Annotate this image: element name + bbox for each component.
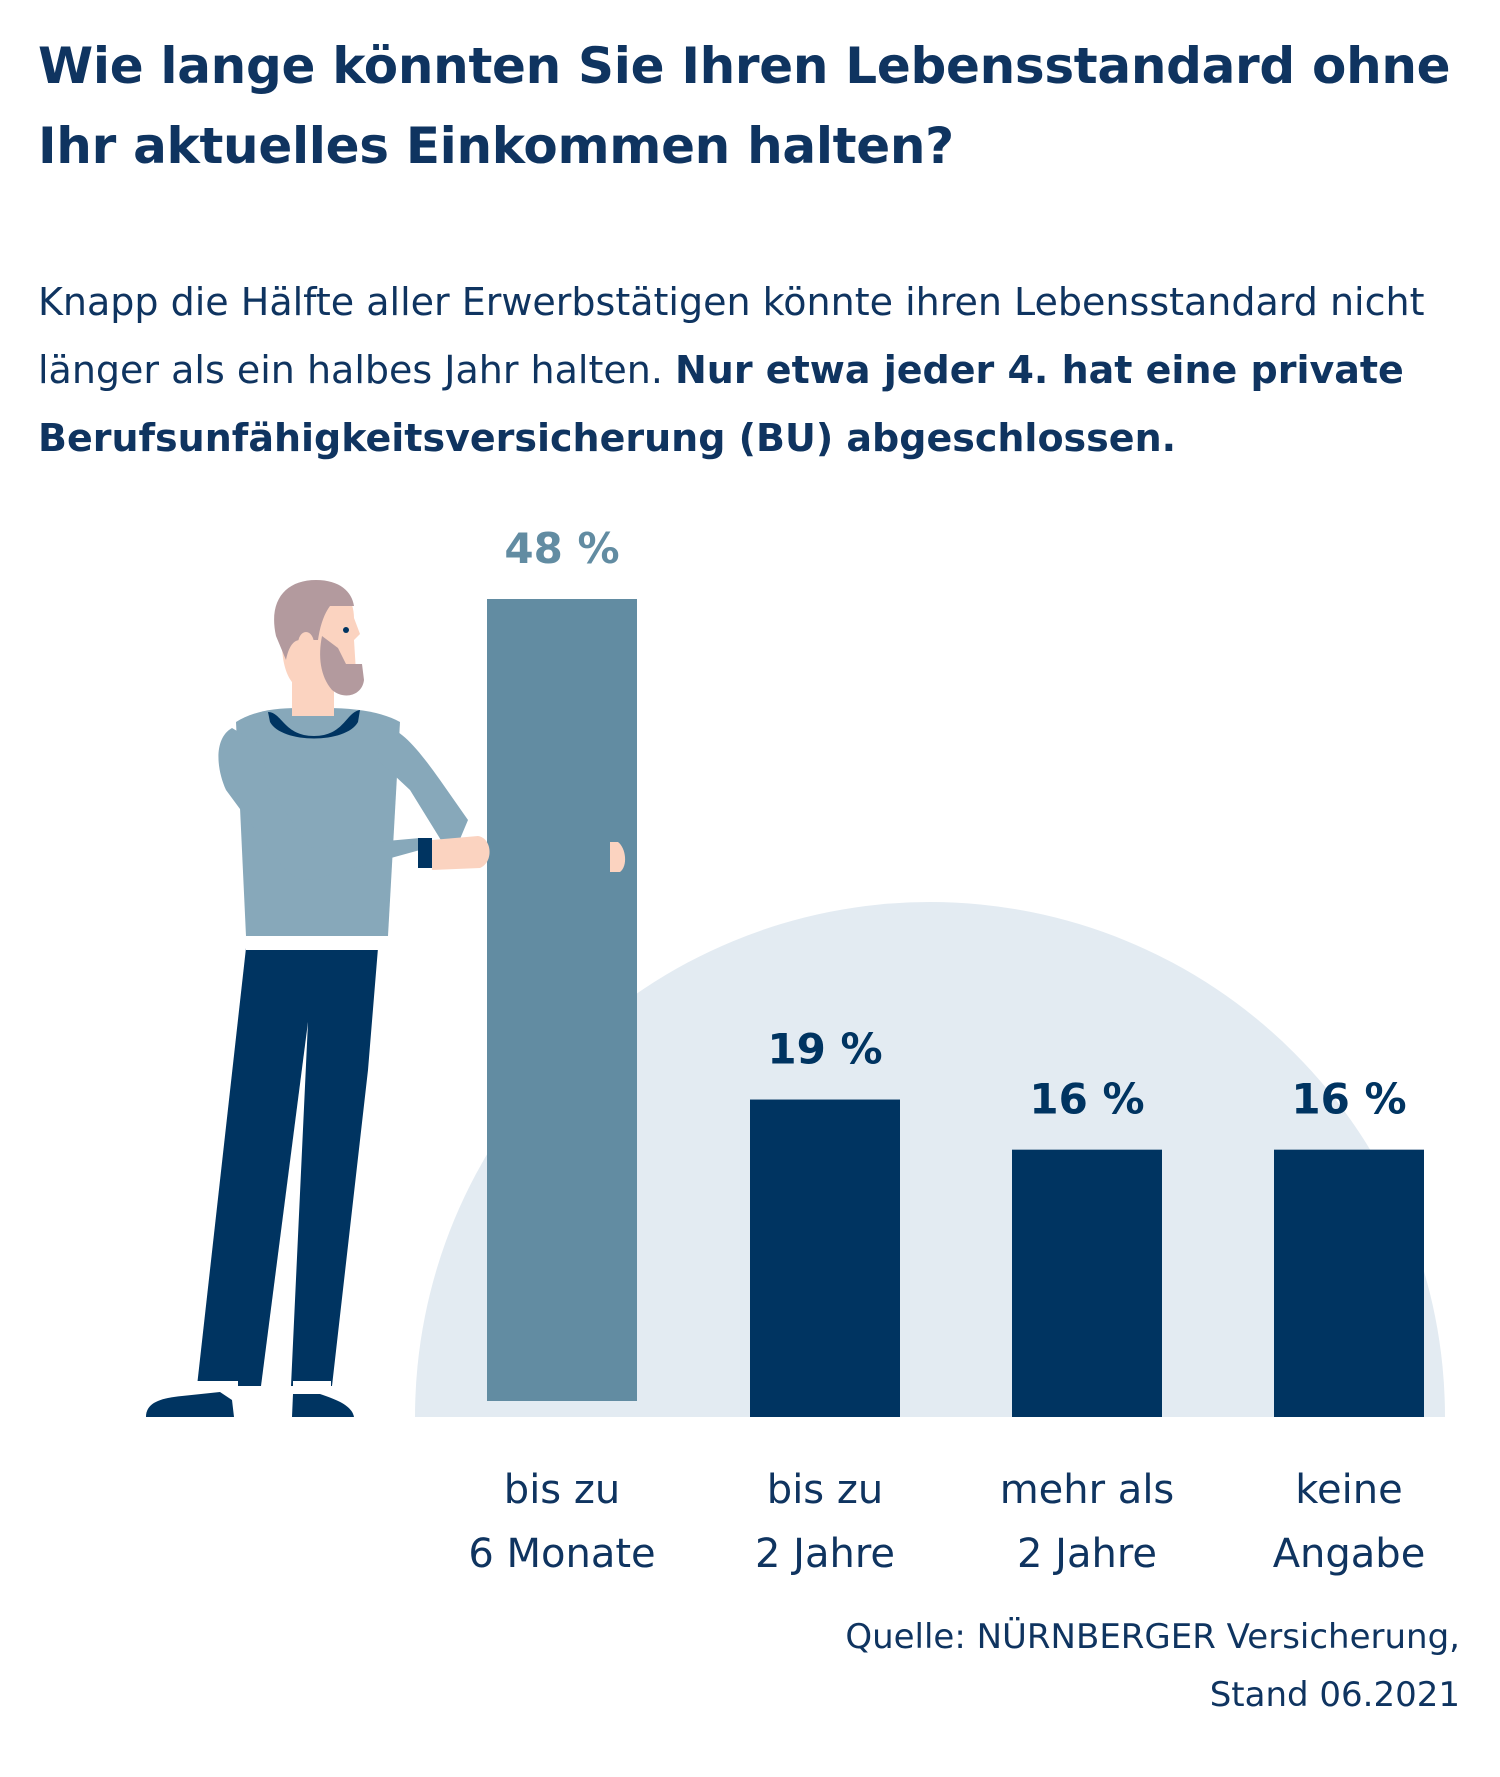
man-right-arm [378,724,468,858]
category-label-4-line-2: Angabe [1273,1531,1426,1577]
man-eye [343,627,349,633]
man-right-shoe [292,1394,354,1417]
category-label-3-line-1: mehr als [1000,1467,1175,1513]
category-label-1-line-1: bis zu [504,1467,620,1513]
chart-title: Wie lange könnten Sie Ihren Lebensstanda… [38,37,1451,175]
bar-1 [487,599,637,1401]
bars-layer [487,599,1424,1417]
source-note: Quelle: NÜRNBERGER Versicherung, Stand 0… [845,1608,1460,1724]
value-label-1: 48 % [504,524,619,573]
bar-2 [750,1099,900,1417]
background-circle [415,902,1445,1417]
man-right-leg [291,948,378,1386]
man-front-hand [432,836,490,870]
man-illustration [146,580,626,1417]
man-collar [268,710,360,739]
category-label-4-line-1: keine [1295,1467,1402,1513]
value-label-2: 19 % [767,1025,882,1074]
man-cuff [418,838,432,868]
man-beard [320,636,364,696]
subtitle-bold-text: Nur etwa jeder 4. hat eine private Beruf… [38,348,1404,460]
chart-subtitle: Knapp die Hälfte aller Erwerbstätigen kö… [38,268,1458,472]
bar-3 [1012,1149,1162,1417]
value-label-4: 16 % [1291,1075,1406,1124]
category-labels-layer: bis zu 6 Monate bis zu 2 Jahre mehr als 2 Jah… [468,1467,1425,1577]
category-label-3-line-2: 2 Jahre [1017,1531,1157,1577]
source-line-1: Quelle: NÜRNBERGER Versicherung, [845,1617,1460,1657]
man-back-hand [610,842,626,872]
source-line-2: Stand 06.2021 [1209,1675,1460,1715]
man-left-sock [196,1381,238,1395]
bar-4 [1274,1149,1424,1417]
man-left-arm [218,728,420,880]
man-hair [274,580,354,660]
category-label-1-line-2: 6 Monate [468,1531,655,1577]
subtitle-normal-text: Knapp die Hälfte aller Erwerbstätigen kö… [38,280,1425,392]
category-label-2-line-1: bis zu [767,1467,883,1513]
man-left-leg [197,948,314,1386]
category-label-2-line-2: 2 Jahre [755,1531,895,1577]
value-label-3: 16 % [1029,1075,1144,1124]
man-torso [236,708,400,936]
value-labels-layer: 48 % 19 % 16 % 16 % [504,524,1406,1124]
man-right-sock [293,1381,331,1395]
man-left-shoe [146,1392,234,1417]
man-shirt-hem [246,936,378,950]
man-ear [298,632,314,656]
